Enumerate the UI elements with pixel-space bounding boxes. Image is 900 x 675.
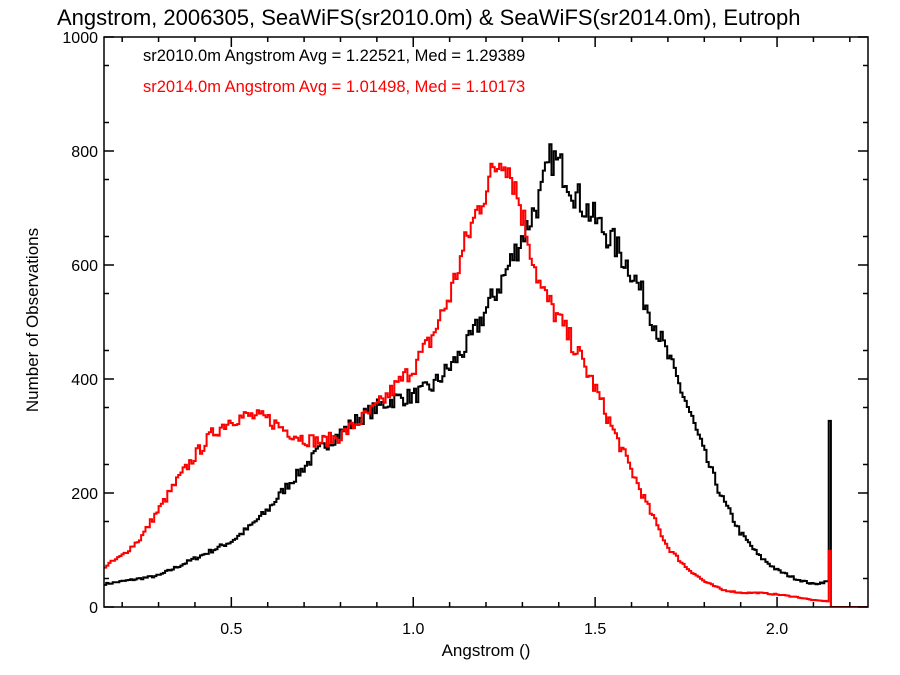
legend-stat-sr2010: sr2010.0m Angstrom Avg = 1.22521, Med = … <box>143 47 525 65</box>
y-tick-label: 200 <box>71 486 98 503</box>
series-line-0 <box>104 143 868 607</box>
legend-stat-sr2014: sr2014.0m Angstrom Avg = 1.01498, Med = … <box>143 78 525 96</box>
x-tick-label: 2.0 <box>766 621 788 638</box>
y-tick-label: 600 <box>71 258 98 275</box>
x-tick-label: 1.0 <box>402 621 424 638</box>
x-tick-label: 1.5 <box>584 621 606 638</box>
y-tick-label: 400 <box>71 372 98 389</box>
plot-frame <box>103 36 869 608</box>
x-tick-label: 0.5 <box>220 621 242 638</box>
y-tick-label: 800 <box>71 144 98 161</box>
y-tick-label: 0 <box>89 600 98 617</box>
series-line-1 <box>104 162 868 607</box>
x-axis-label: Angstrom () <box>442 641 531 660</box>
y-axis-label: Number of Observations <box>23 228 42 412</box>
y-tick-label: 1000 <box>62 30 98 47</box>
chart-title: Angstrom, 2006305, SeaWiFS(sr2010.0m) & … <box>57 5 800 30</box>
